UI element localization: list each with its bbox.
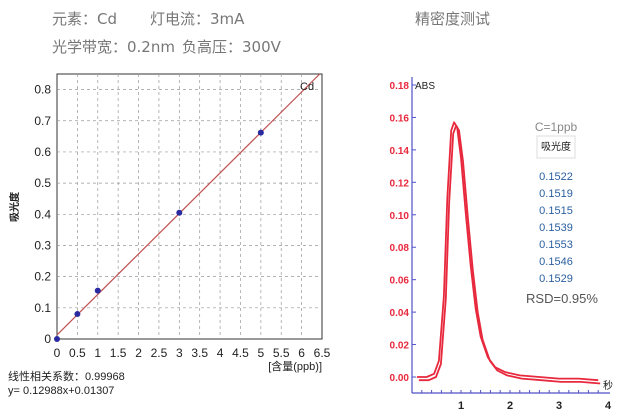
x-tick-label: 4 xyxy=(605,400,612,412)
x-tick-label: 4 xyxy=(217,346,224,360)
x-tick-label: 6.5 xyxy=(314,346,331,360)
signal-curve xyxy=(418,124,601,385)
y-tick-label: 0.18 xyxy=(390,81,410,92)
x-tick-label: 2 xyxy=(135,346,142,360)
y-axis-label: ABS xyxy=(415,81,435,92)
absorbance-value: 0.1553 xyxy=(539,239,573,251)
peak-chart: 0.00 0.02 0.04 0.06 0.08 0.10 0.12 0.14 0.16 0.18… xyxy=(390,77,613,412)
x-tick-label: 0.5 xyxy=(69,346,86,360)
y-axis-label: 吸光度 xyxy=(8,191,21,222)
rsd-label: RSD=0.95% xyxy=(526,291,598,306)
absorbance-value: 0.1515 xyxy=(539,205,573,217)
y-tick-label: 0.10 xyxy=(390,211,410,222)
correlation-label: 线性相关系数：0.99968 xyxy=(8,369,125,383)
y-tick-label: 0.1 xyxy=(34,301,51,315)
element-label: 元素：Cd xyxy=(52,10,117,28)
x-tick-label: 1 xyxy=(94,346,101,360)
x-tick-label: 3 xyxy=(556,400,562,412)
x-tick-label: 1 xyxy=(458,400,464,412)
y-tick-label: 0.06 xyxy=(390,276,410,287)
x-axis-label: 秒 xyxy=(603,379,613,392)
voltage-label: 负高压：300V xyxy=(182,38,281,56)
lamp-current-label: 灯电流：3mA xyxy=(150,10,245,28)
y-tick-label: 0.02 xyxy=(390,341,410,352)
x-tick-label: 2.5 xyxy=(151,346,168,360)
absorbance-value: 0.1546 xyxy=(539,256,573,268)
equation-label: y= 0.12988x+0.01307 xyxy=(8,385,114,397)
x-tick-label: 5 xyxy=(258,346,265,360)
series-label: Cd xyxy=(300,81,314,93)
y-tick-label: 0.8 xyxy=(34,83,51,97)
y-tick-label: 0.4 xyxy=(34,207,51,221)
absorbance-value: 0.1529 xyxy=(539,273,573,285)
absorbance-value: 0.1539 xyxy=(539,222,573,234)
y-tick-label: 0.16 xyxy=(390,113,410,124)
data-point xyxy=(74,311,81,318)
y-tick-label: 0.14 xyxy=(390,146,410,157)
data-point xyxy=(176,209,183,216)
x-tick-label: 0 xyxy=(54,346,61,360)
data-point xyxy=(94,287,101,294)
y-tick-label: 0.7 xyxy=(34,114,51,128)
y-tick-label: 0.3 xyxy=(34,238,51,252)
y-tick-label: 0 xyxy=(44,332,51,346)
x-tick-label: 3 xyxy=(176,346,183,360)
fit-line xyxy=(56,73,321,336)
x-tick-label: 5.5 xyxy=(273,346,290,360)
x-axis-label: [含量(ppb)] xyxy=(268,359,322,373)
plot-area xyxy=(56,73,323,340)
column-header: 吸光度 xyxy=(541,140,571,153)
page-title: 精密度测试 xyxy=(415,10,491,28)
y-tick-label: 0.2 xyxy=(34,270,51,284)
y-tick-label: 0.5 xyxy=(34,176,51,190)
y-tick-label: 0.6 xyxy=(34,145,51,159)
bandwidth-label: 光学带宽：0.2nm xyxy=(52,38,175,56)
x-tick-label: 2 xyxy=(507,400,513,412)
x-tick-label: 6 xyxy=(298,346,305,360)
data-point xyxy=(257,129,264,136)
concentration-label: C=1ppb xyxy=(535,120,578,134)
y-tick-label: 0.08 xyxy=(390,243,410,254)
column-header-box xyxy=(536,135,576,159)
y-tick-label: 0.04 xyxy=(390,308,410,319)
absorbance-value: 0.1519 xyxy=(539,188,573,200)
x-tick-label: 1.5 xyxy=(110,346,127,360)
signal-curve xyxy=(416,121,599,382)
x-tick-label: 3.5 xyxy=(191,346,208,360)
x-tick-label: 4.5 xyxy=(232,346,249,360)
data-point xyxy=(54,336,60,342)
y-tick-label: 0.12 xyxy=(390,178,410,189)
calibration-chart: 0 0.5 1 1.5 2 2.5 3 3.5 4 4.5 5 5.5 6 6.5 0 0.1 0.2 0.3 0.… xyxy=(8,73,331,397)
y-tick-label: 0.00 xyxy=(390,373,410,384)
absorbance-value: 0.1522 xyxy=(539,171,573,183)
